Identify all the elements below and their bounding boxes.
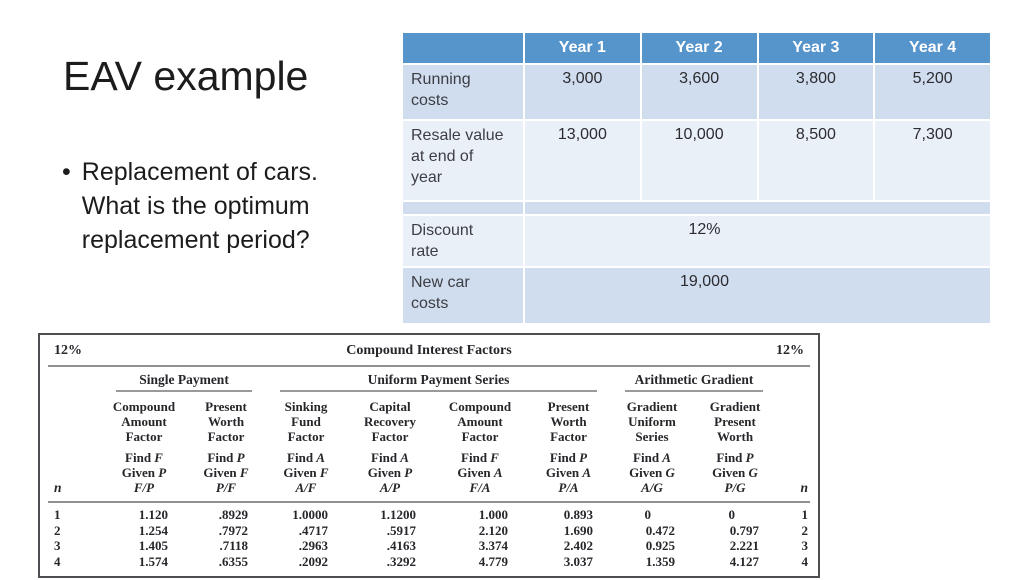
table-row: 3 1.405 .7118 .2963 .4163 3.374 2.402 0.… xyxy=(54,538,808,553)
row-label-discount-rate: Discount rate xyxy=(403,216,523,266)
running-costs-year1: 3,000 xyxy=(525,65,640,119)
bullet-line: What is the optimum xyxy=(81,192,310,220)
label-line: Resale value xyxy=(411,127,504,144)
running-costs-year3: 3,800 xyxy=(758,65,874,119)
cost-table-header-year1: Year 1 xyxy=(525,33,640,63)
group-spacer xyxy=(40,372,102,392)
rate-left: 12% xyxy=(54,343,82,358)
label-line: costs xyxy=(411,92,449,109)
label-line: New car xyxy=(411,274,470,291)
column-header-fp: Compound Amount Factor Find F Given P F/P xyxy=(112,399,176,495)
factors-title-row: 12% Compound Interest Factors 12% xyxy=(40,335,818,359)
column-header-ap: Capital Recovery Factor Find A Given P A/P xyxy=(364,399,416,495)
discount-rate-value: 12% xyxy=(525,216,990,266)
label-line: Running xyxy=(411,71,471,88)
row-label-resale-value: Resale value at end of year xyxy=(403,121,523,200)
cost-table-header-year4: Year 4 xyxy=(875,33,990,63)
spacer-cell xyxy=(525,202,990,214)
column-header-fa: Compound Amount Factor Find F Given A F/A xyxy=(448,399,512,495)
bullet-text: Replacement of cars. What is the optimum… xyxy=(82,155,318,257)
resale-value-year2: 10,000 xyxy=(641,121,757,200)
group-uniform-payment-series: Uniform Payment Series xyxy=(266,372,611,392)
table-row: 2 1.254 .7972 .4717 .5917 2.120 1.690 0.… xyxy=(54,522,808,538)
cost-table: Year 1 Year 2 Year 3 Year 4 Running cost… xyxy=(403,33,990,323)
rate-right: 12% xyxy=(776,343,804,358)
factors-column-headers: n Compound Amount Factor Find F Given P F/P … xyxy=(40,399,818,495)
table-row: 4 1.574 .6355 .2092 .3292 4.779 3.037 1.… xyxy=(54,553,808,569)
new-car-costs-value: 19,000 xyxy=(525,268,990,323)
bullet-marker: • xyxy=(62,158,71,186)
group-spacer xyxy=(777,372,818,392)
n-column-header: n xyxy=(800,480,808,495)
label-line: at end of xyxy=(411,148,474,165)
n-column-header: n xyxy=(54,480,62,495)
running-costs-year4: 5,200 xyxy=(875,65,990,119)
table-row: 1 1.120 .8929 1.0000 1.1200 1.000 0.893 … xyxy=(54,507,808,522)
bullet-line: replacement period? xyxy=(81,226,310,254)
compound-interest-factors-table: 12% Compound Interest Factors 12% Single… xyxy=(38,333,820,578)
bullet-item: • Replacement of cars. What is the optim… xyxy=(62,155,318,257)
column-header-pg: Gradient Present Worth Find P Given G P/G xyxy=(709,399,761,495)
factors-group-headers: Single Payment Uniform Payment Series Ar… xyxy=(40,372,818,392)
column-header-pf: Present Worth Factor Find P Given F P/F xyxy=(203,399,249,495)
row-label-new-car-costs: New car costs xyxy=(403,268,523,323)
divider xyxy=(48,501,810,503)
column-header-ag: Gradient Uniform Series Find A Given G A/G xyxy=(626,399,678,495)
resale-value-year3: 8,500 xyxy=(758,121,874,200)
resale-value-year1: 13,000 xyxy=(525,121,640,200)
cost-table-header-year2: Year 2 xyxy=(641,33,757,63)
row-label-running-costs: Running costs xyxy=(403,65,523,119)
column-header-pa: Present Worth Factor Find P Given A P/A xyxy=(545,399,592,495)
resale-value-year4: 7,300 xyxy=(875,121,990,200)
running-costs-year2: 3,600 xyxy=(641,65,757,119)
group-arithmetic-gradient: Arithmetic Gradient xyxy=(611,372,777,392)
factors-caption: Compound Interest Factors xyxy=(346,343,512,358)
label-line: rate xyxy=(411,243,439,260)
bullet-line: Replacement of cars. xyxy=(81,158,318,186)
divider xyxy=(48,365,810,367)
slide-title: EAV example xyxy=(63,53,309,99)
spacer-cell xyxy=(403,202,523,214)
cost-table-corner-cell xyxy=(403,33,523,63)
cost-table-header-year3: Year 3 xyxy=(758,33,874,63)
label-line: costs xyxy=(411,295,449,312)
group-single-payment: Single Payment xyxy=(102,372,266,392)
label-line: year xyxy=(411,169,443,186)
label-line: Discount xyxy=(411,222,474,239)
factors-data: 1 1.120 .8929 1.0000 1.1200 1.000 0.893 … xyxy=(40,507,818,569)
column-header-af: Sinking Fund Factor Find A Given F A/F xyxy=(283,399,329,495)
